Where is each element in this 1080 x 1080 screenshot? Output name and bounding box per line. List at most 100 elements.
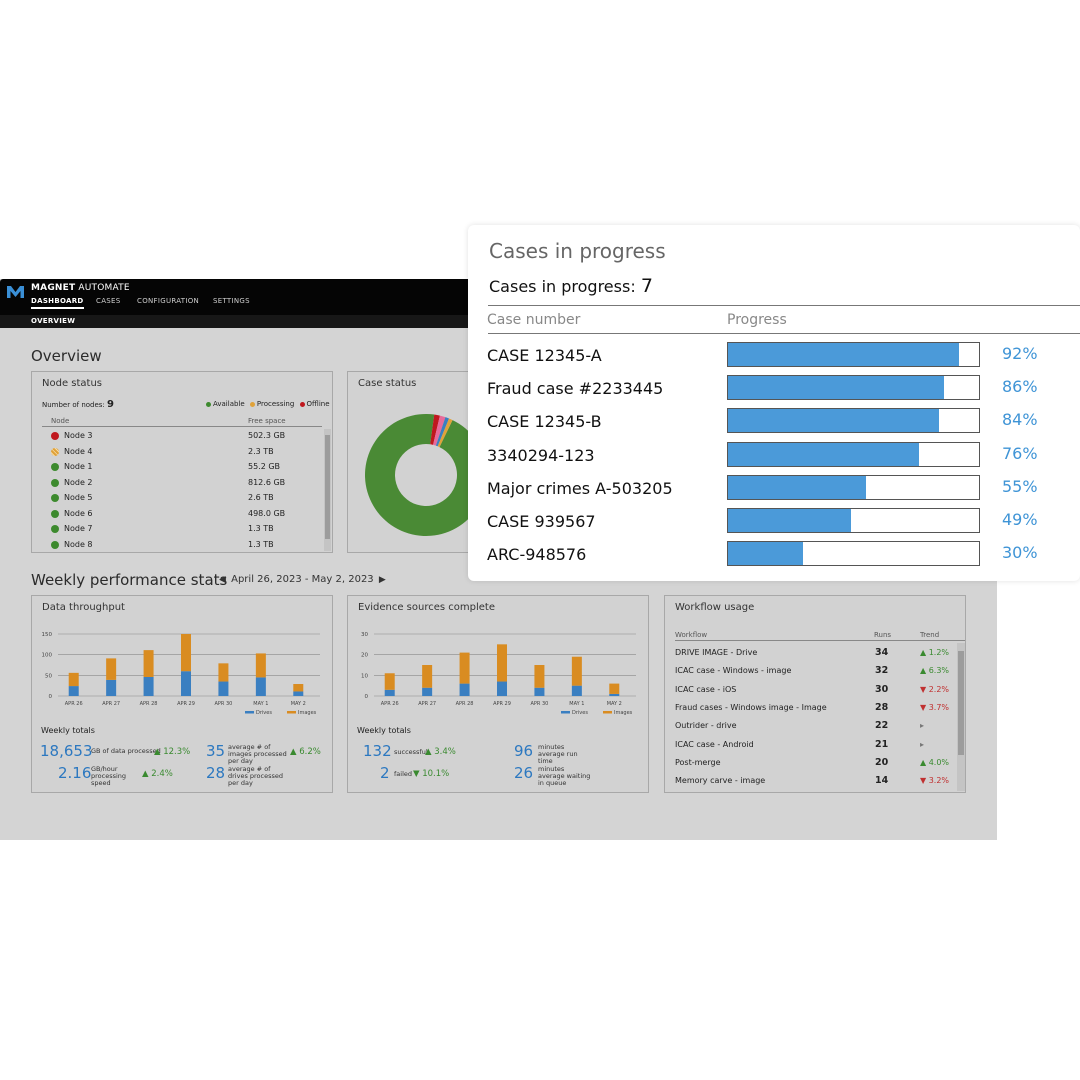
node-row[interactable]: Node 1 55.2 GB	[42, 460, 324, 476]
node-row[interactable]: Node 3 502.3 GB	[42, 429, 324, 445]
workflow-runs: 32	[875, 665, 889, 677]
cases-count: Cases in progress: 7	[489, 275, 653, 297]
node-free-space: 55.2 GB	[248, 462, 281, 471]
available-status-dot	[51, 540, 59, 549]
progress-bar-fill	[728, 509, 851, 532]
legend-swatch	[561, 711, 570, 714]
workflow-row[interactable]: Memory carve - image 14 ▼ 3.2%	[675, 771, 957, 789]
gb-per-hour-change: ▲ 2.4%	[142, 769, 173, 779]
gb-per-hour-label: GB/hour processing speed	[91, 765, 127, 787]
workflow-name: ICAC case - Android	[675, 739, 754, 749]
progress-bar	[727, 342, 980, 367]
col-runs: Runs	[874, 631, 892, 639]
y-tick-label: 100	[42, 653, 53, 659]
case-row[interactable]: CASE 939567 49%	[468, 504, 1080, 537]
gb-processed-change: ▲ 12.3%	[154, 747, 191, 757]
run-time-value: 96	[514, 742, 534, 760]
evidence-sources-panel: Evidence sources complete 0 10 20 30 APR 26 A…	[347, 595, 649, 793]
bar-drives	[218, 681, 229, 696]
workflow-row[interactable]: ICAC case - Android 21 ▸	[675, 735, 957, 753]
tab-configuration[interactable]: CONFIGURATION	[137, 297, 200, 305]
node-name: Node 1	[64, 462, 93, 471]
bar-drives	[422, 687, 433, 696]
date-range: April 26, 2023 - May 2, 2023	[231, 574, 374, 585]
node-name: Node 5	[64, 493, 93, 502]
node-free-space: 1.3 TB	[248, 539, 274, 549]
progress-bar-fill	[728, 475, 867, 499]
bar-drives	[534, 687, 545, 696]
workflow-trend: ▲ 6.3%	[920, 666, 950, 676]
workflow-runs: 34	[875, 647, 889, 658]
previous-week-icon[interactable]: ◀	[219, 575, 226, 585]
progress-bar	[727, 441, 980, 467]
data-throughput-title: Data throughput	[42, 602, 125, 613]
legend-swatch	[245, 711, 254, 714]
workflow-name: Outrider - drive	[675, 721, 737, 731]
workflow-name: Memory carve - image	[675, 776, 766, 786]
col-case-number: Case number	[487, 312, 581, 328]
node-row[interactable]: Node 8 1.3 TB	[42, 538, 324, 554]
progress-bar-fill	[728, 376, 944, 400]
progress-bar	[727, 408, 980, 434]
x-tick-label: MAY 2	[607, 701, 622, 707]
images-per-day-value: 35	[206, 742, 226, 760]
evidence-sources-title: Evidence sources complete	[358, 602, 495, 613]
case-number: ARC-948576	[487, 545, 587, 565]
case-row[interactable]: ARC-948576 30%	[468, 537, 1080, 570]
node-list-scrollbar[interactable]	[324, 429, 331, 551]
col-free-space: Free space	[248, 417, 286, 425]
progress-percent: 49%	[1002, 510, 1038, 529]
workflow-trend: ▲ 4.0%	[920, 757, 950, 767]
available-legend-dot	[206, 401, 211, 407]
case-row[interactable]: CASE 12345-B 84%	[468, 404, 1080, 437]
workflow-row[interactable]: ICAC case - Windows - image 32 ▲ 6.3%	[675, 661, 957, 679]
available-status-dot	[51, 478, 59, 487]
node-name: Node 4	[64, 446, 93, 456]
workflow-row[interactable]: Post-merge 20 ▲ 4.0%	[675, 753, 957, 771]
x-tick-label: APR 30	[214, 701, 232, 707]
next-week-icon[interactable]: ▶	[378, 575, 386, 585]
case-row[interactable]: Major crimes A-503205 55%	[468, 471, 1080, 504]
workflow-row[interactable]: DRIVE IMAGE - Drive 34 ▲ 1.2%	[675, 643, 957, 661]
donut-slice	[365, 414, 487, 536]
case-row[interactable]: CASE 12345-A 92%	[468, 338, 1080, 371]
node-row[interactable]: Node 7 1.3 TB	[42, 522, 324, 538]
node-count: Number of nodes: 9	[42, 399, 114, 410]
case-number: 3340294-123	[487, 445, 595, 465]
case-number: CASE 12345-A	[487, 346, 602, 365]
x-tick-label: MAY 1	[569, 701, 584, 707]
tab-cases[interactable]: CASES	[96, 297, 121, 305]
node-row[interactable]: Node 2 812.6 GB	[42, 476, 324, 492]
node-row[interactable]: Node 5 2.6 TB	[42, 491, 324, 507]
node-row[interactable]: Node 4 2.3 TB	[42, 445, 324, 461]
x-tick-label: APR 29	[493, 701, 511, 707]
progress-bar	[727, 474, 980, 500]
tab-settings[interactable]: SETTINGS	[213, 297, 250, 305]
node-name: Node 7	[64, 524, 93, 533]
bar-drives	[143, 676, 154, 696]
gb-per-hour-value: 2.16	[58, 764, 92, 782]
workflow-trend: ▸	[920, 721, 925, 731]
bar-drives	[571, 685, 582, 696]
node-row[interactable]: Node 6 498.0 GB	[42, 507, 324, 523]
col-trend: Trend	[920, 631, 940, 639]
legend-swatch	[603, 711, 612, 714]
node-name: Node 8	[64, 539, 93, 549]
bar-images	[384, 673, 395, 690]
case-row[interactable]: Fraud case #2233445 86%	[468, 371, 1080, 404]
images-per-day-label: average # of images processed per day	[228, 743, 287, 765]
case-row[interactable]: 3340294-123 76%	[468, 438, 1080, 471]
progress-percent: 84%	[1002, 410, 1038, 430]
col-progress: Progress	[727, 312, 787, 328]
tab-dashboard[interactable]: DASHBOARD	[31, 297, 84, 309]
workflow-name: Post-merge	[675, 757, 721, 767]
workflow-row[interactable]: ICAC case - iOS 30 ▼ 2.2%	[675, 680, 957, 698]
workflow-row[interactable]: Fraud cases - Windows image - Image 28 ▼ 3…	[675, 698, 957, 716]
bar-drives	[68, 686, 79, 696]
workflow-list-scrollbar[interactable]	[957, 643, 965, 791]
magnet-logo-icon	[7, 286, 24, 298]
weekly-stats-title: Weekly performance stats	[31, 571, 228, 589]
progress-percent: 76%	[1002, 443, 1038, 463]
workflow-row[interactable]: Outrider - drive 22 ▸	[675, 716, 957, 734]
subtab-overview[interactable]: OVERVIEW	[31, 317, 76, 325]
